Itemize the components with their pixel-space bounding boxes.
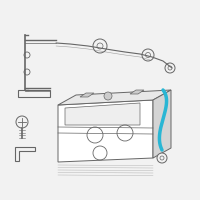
Circle shape bbox=[157, 153, 167, 163]
Polygon shape bbox=[58, 90, 171, 105]
Polygon shape bbox=[58, 100, 153, 162]
Polygon shape bbox=[80, 93, 94, 97]
Polygon shape bbox=[65, 103, 140, 125]
Circle shape bbox=[104, 92, 112, 100]
Polygon shape bbox=[153, 90, 171, 158]
Polygon shape bbox=[130, 90, 144, 94]
